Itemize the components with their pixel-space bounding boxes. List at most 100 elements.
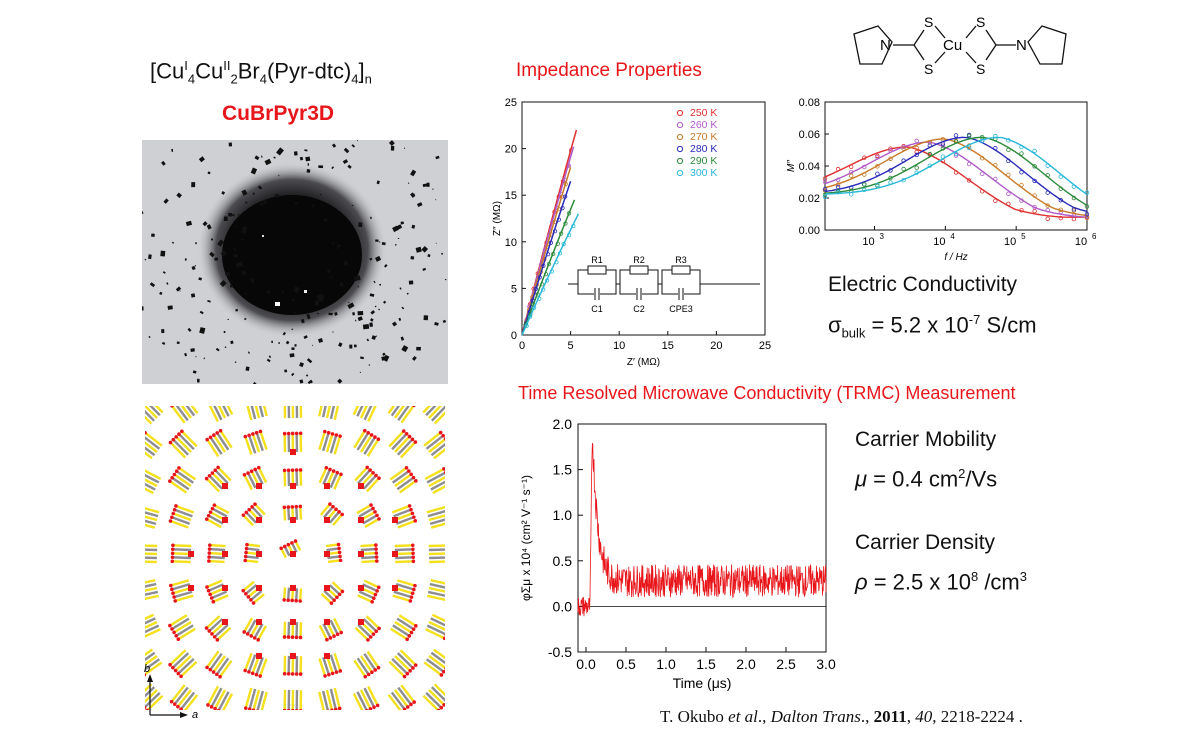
s-top-left-label: S	[924, 14, 933, 30]
modulus-point	[862, 164, 867, 170]
crystal-unit	[132, 504, 160, 529]
resistor-symbol	[629, 265, 649, 275]
y-tick-label: 0.02	[799, 193, 820, 205]
x-tick-label: 1.5	[696, 656, 716, 672]
legend-label: 290 K	[690, 155, 717, 167]
crystal-unit	[282, 585, 303, 603]
crystal-unit	[423, 648, 453, 677]
crystal-unit	[133, 430, 163, 460]
modulus-point	[1019, 151, 1024, 156]
crystal-unit	[168, 649, 198, 679]
modulus-point	[835, 190, 841, 195]
y-tick-label: 20	[505, 144, 517, 156]
x-tick-label: 2.5	[776, 656, 796, 672]
y-tick-label: 0.08	[799, 97, 820, 109]
nyquist-point	[571, 223, 576, 229]
compound-name: CuBrPyr3D	[222, 102, 335, 125]
y-tick-label: 0.04	[799, 161, 820, 173]
nyquist-point	[543, 272, 549, 277]
nyquist-point	[563, 221, 568, 226]
equivalent-circuit: R1 C1 R2 C2 R3 CPE3	[568, 255, 760, 314]
crystal-unit	[282, 394, 303, 419]
carrier-density-label: Carrier Density	[855, 531, 996, 554]
crystal-unit	[282, 689, 303, 713]
modulus-point	[993, 133, 998, 139]
a-axis-label: a	[192, 709, 198, 720]
x-tick-exponent: 6	[1092, 232, 1097, 241]
modulus-point	[1032, 178, 1037, 184]
n-right-label: N	[1016, 37, 1027, 54]
x-axis-label: Time (μs)	[673, 675, 732, 691]
crystal-axes-indicator: b a	[140, 660, 200, 721]
modulus-point	[835, 182, 841, 187]
conductivity-value: σbulk = 5.2 x 10-7 S/cm	[828, 312, 1037, 341]
modulus-point	[1032, 193, 1037, 198]
crystal-unit	[132, 467, 162, 495]
legend-marker	[676, 157, 684, 165]
capacitor-gap	[636, 288, 642, 300]
crystal-unit	[318, 429, 342, 455]
nyquist-point	[560, 194, 565, 199]
modulus-point	[1058, 174, 1063, 179]
legend-marker	[676, 133, 684, 141]
crystal-photo-drawing	[142, 140, 448, 384]
crystal-unit	[353, 650, 381, 679]
modulus-point	[901, 158, 906, 163]
modulus-point	[993, 176, 998, 182]
crystal-unit	[241, 502, 266, 527]
nyquist-point	[563, 194, 568, 199]
nyquist-point	[524, 323, 529, 329]
legend-label: 280 K	[690, 143, 717, 155]
crystal-unit	[388, 429, 418, 459]
y-tick-label: 1.0	[553, 507, 573, 523]
crystal-unit	[388, 649, 418, 679]
modulus-point	[966, 178, 972, 183]
modulus-point	[835, 166, 841, 172]
nyquist-point	[533, 286, 538, 291]
modulus-point	[835, 177, 841, 182]
modulus-point	[848, 192, 854, 197]
modulus-point	[1032, 208, 1037, 214]
x-tick-label: 5	[568, 340, 574, 352]
modulus-point	[862, 187, 867, 193]
crystal-unit	[318, 687, 342, 715]
nyquist-point	[566, 211, 572, 216]
crystal-unit	[318, 653, 343, 678]
modulus-point	[875, 153, 880, 159]
crystal-unit	[426, 579, 454, 603]
nyquist-point	[545, 252, 551, 257]
crystal-unit	[422, 395, 452, 425]
crystal-unit	[423, 430, 453, 460]
modulus-point	[888, 180, 893, 185]
crystal-unit	[170, 543, 194, 564]
modulus-point	[953, 153, 959, 158]
crystal-unit	[242, 617, 268, 642]
nyquist-point	[548, 240, 554, 245]
crystal-unit	[133, 543, 158, 564]
circuit-label: R2	[633, 255, 645, 265]
y-axis-label: φΣμ x 10⁴ (cm² V⁻¹ s⁻¹)	[519, 475, 533, 601]
x-axis-label: Z′ (MΩ)	[627, 357, 660, 368]
crystal-unit	[390, 614, 418, 642]
modulus-point	[979, 189, 985, 194]
modulus-point	[835, 184, 841, 190]
modulus-point	[901, 144, 906, 150]
nyquist-point	[561, 242, 566, 247]
crystal-unit	[134, 395, 164, 425]
modulus-point	[940, 146, 946, 151]
electric-conductivity-label: Electric Conductivity	[828, 273, 1018, 296]
nyquist-point	[527, 314, 533, 319]
circuit-label: R1	[591, 255, 603, 265]
modulus-point	[822, 186, 828, 192]
crystal-unit	[354, 615, 381, 642]
modulus-point	[901, 146, 906, 151]
n-left-label: N	[880, 37, 891, 54]
nyquist-point	[546, 261, 551, 267]
modulus-point	[966, 133, 972, 139]
modulus-point	[940, 141, 946, 147]
crystal-unit	[389, 466, 418, 494]
crystal-unit	[241, 580, 265, 605]
nyquist-point	[555, 241, 560, 246]
nyquist-point	[551, 251, 556, 257]
nyquist-point	[563, 181, 568, 187]
